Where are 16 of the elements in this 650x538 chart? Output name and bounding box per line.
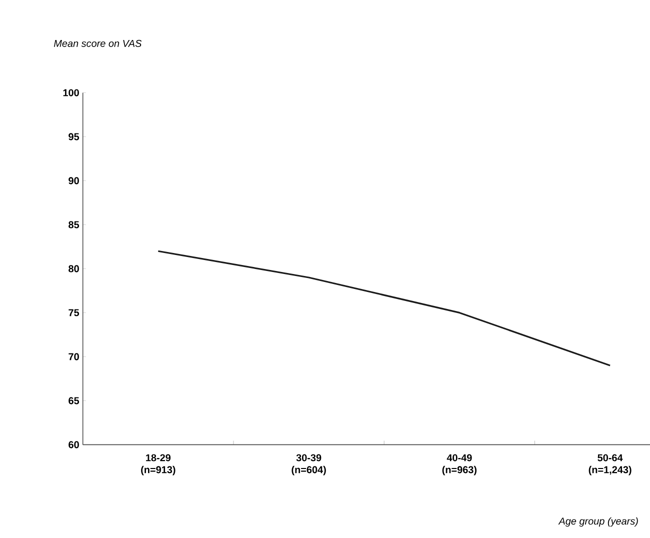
y-axis-title: Mean score on VAS xyxy=(54,40,142,47)
y-tick-label: 65 xyxy=(68,397,80,404)
y-tick-label: 80 xyxy=(68,265,79,272)
y-tick-label: 100 xyxy=(63,89,79,96)
x-axis-title: Age group (years) xyxy=(558,517,638,527)
x-tick-label: 18-29 (n=913) xyxy=(141,454,176,476)
x-tick-label: 50-64 (n=1,243) xyxy=(588,454,632,476)
y-tick-label: 90 xyxy=(68,177,79,184)
y-tick-label: 85 xyxy=(68,221,80,228)
y-tick-label: 95 xyxy=(68,133,80,140)
y-tick-label: 60 xyxy=(68,441,79,448)
line-series xyxy=(157,250,611,366)
y-tick-label: 70 xyxy=(68,353,79,360)
y-tick-label: 75 xyxy=(68,309,80,316)
x-tick-label: 30-39 (n=604) xyxy=(292,454,326,476)
x-tick-label: 40-49 (n=963) xyxy=(442,454,477,476)
